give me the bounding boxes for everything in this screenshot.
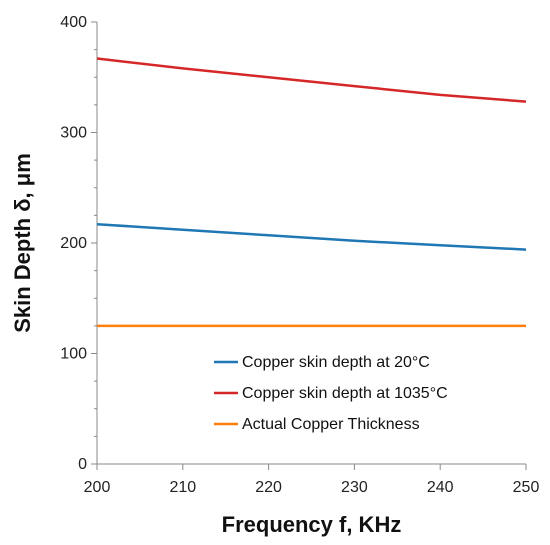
x-tick-label: 230 xyxy=(341,479,368,496)
x-tick-label: 240 xyxy=(427,479,454,496)
series-lines xyxy=(96,57,527,328)
series-line-2 xyxy=(96,57,527,103)
series-line-1 xyxy=(96,222,527,251)
y-tick-label: 400 xyxy=(60,14,87,31)
legend-label-1: Copper skin depth at 20°C xyxy=(242,354,430,371)
x-axis-title: Frequency f, KHz xyxy=(222,512,402,537)
legend-label-2: Copper skin depth at 1035°C xyxy=(242,385,448,402)
axes: 0 100 200 300 400 200 210 220 230 240 250 xyxy=(60,14,539,496)
x-tick-label: 210 xyxy=(169,479,196,496)
y-tick-label: 0 xyxy=(78,456,87,473)
x-tick-label: 250 xyxy=(513,479,540,496)
y-tick-label: 300 xyxy=(60,125,87,142)
y-axis-title: Skin Depth δ, μm xyxy=(10,153,35,333)
y-tick-label: 100 xyxy=(60,346,87,363)
x-tick-label: 200 xyxy=(84,479,111,496)
x-tick-label: 220 xyxy=(255,479,282,496)
y-tick-label: 200 xyxy=(60,235,87,252)
legend-label-3: Actual Copper Thickness xyxy=(242,416,420,433)
legend: Copper skin depth at 20°C Copper skin dep… xyxy=(214,354,448,433)
